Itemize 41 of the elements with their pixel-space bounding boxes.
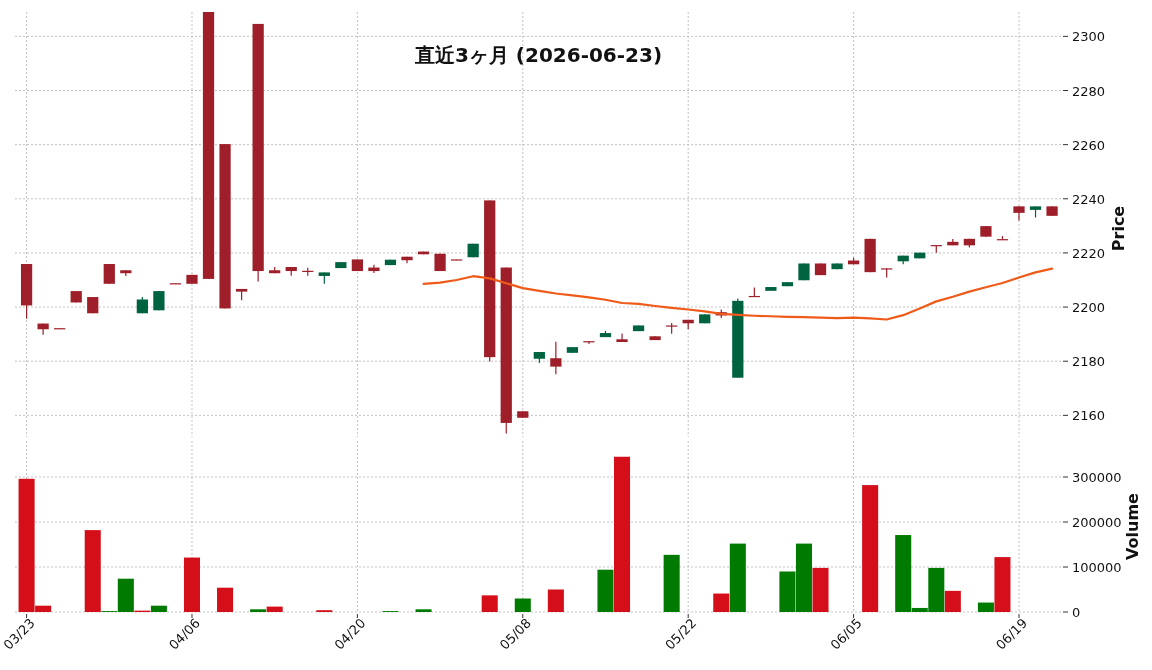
bar [250, 609, 267, 612]
bar [663, 554, 680, 612]
bar [812, 567, 829, 612]
candlestick [37, 322, 49, 336]
y-tick-label: 2260 [1072, 137, 1106, 153]
bar [862, 485, 879, 612]
candlestick [616, 332, 628, 343]
y-tick-label: 300000 [1072, 470, 1122, 485]
bar [84, 530, 101, 612]
bar [597, 569, 614, 612]
y-axis-title: Price [1109, 205, 1128, 252]
bar [977, 602, 994, 612]
text: 直近3ヶ月 (2026-06-23) [413, 43, 663, 67]
bar [614, 456, 631, 612]
y-tick-label: 2220 [1072, 245, 1106, 261]
line-series [422, 267, 1054, 321]
y-tick-label: 2160 [1072, 408, 1106, 424]
bar [266, 606, 283, 612]
bar [713, 593, 730, 612]
bar [994, 557, 1011, 612]
bar [514, 598, 531, 612]
y-tick-label: 200000 [1072, 515, 1122, 530]
bar [217, 587, 234, 612]
candlestick [550, 341, 562, 375]
bar [150, 605, 167, 612]
y-tick-label: 2300 [1072, 29, 1106, 45]
candlestick [103, 263, 115, 285]
bar [547, 589, 564, 612]
y-tick-label: 100000 [1072, 560, 1122, 575]
y-axis-title: Volume [1123, 492, 1142, 560]
bar [944, 590, 961, 612]
y-tick-label: 2240 [1072, 191, 1106, 207]
candlestick [368, 264, 380, 274]
bar [183, 557, 200, 612]
bar [729, 543, 746, 612]
bar [415, 609, 432, 612]
y-tick-label: 2180 [1072, 354, 1106, 370]
y-tick-label: 0 [1072, 605, 1081, 620]
bar [481, 595, 498, 612]
y-tick-label: 2200 [1072, 300, 1106, 316]
y-tick-label: 2280 [1072, 83, 1106, 99]
